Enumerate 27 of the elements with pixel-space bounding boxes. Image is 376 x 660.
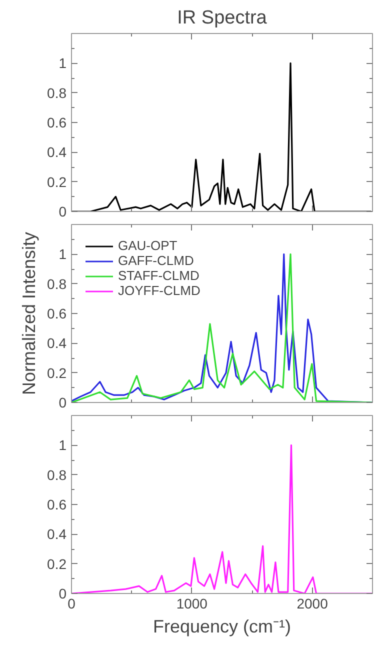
y-axis-title: Normalized Intensity [19,232,40,396]
y-tick-label: 0 [58,394,67,410]
y-tick-label: 0.8 [47,84,67,101]
y-tick-label: 0.4 [47,526,67,542]
y-tick-label: 0.4 [47,144,67,160]
y-tick-label: 1 [58,437,67,454]
x-tick-label: 2000 [296,596,328,612]
legend-label: GAU-OPT [118,238,178,253]
y-tick-label: 0.8 [47,276,67,292]
y-tick-label: 0.2 [47,174,67,190]
y-tick-label: 1 [58,55,67,72]
y-tick-label: 0.8 [47,466,67,483]
y-tick-label: 0.2 [47,364,67,381]
y-tick-label: 0 [58,586,67,602]
legend-label: JOYFF-CLMD [118,283,200,298]
legend-label: GAFF-CLMD [118,253,194,268]
x-axis-title: Frequency (cm⁻¹) [152,616,292,636]
x-tick-label: 1000 [176,596,208,612]
legend-label: STAFF-CLMD [118,268,200,283]
y-tick-label: 0.6 [47,306,67,322]
y-tick-label: 0 [58,204,67,220]
y-tick-label: 0.6 [47,496,67,512]
y-tick-label: 0.6 [47,114,67,130]
y-tick-label: 1 [58,246,67,262]
y-tick-label: 0.2 [47,556,67,572]
y-tick-label: 0.4 [47,335,67,352]
chart-title: IR Spectra [177,8,268,28]
